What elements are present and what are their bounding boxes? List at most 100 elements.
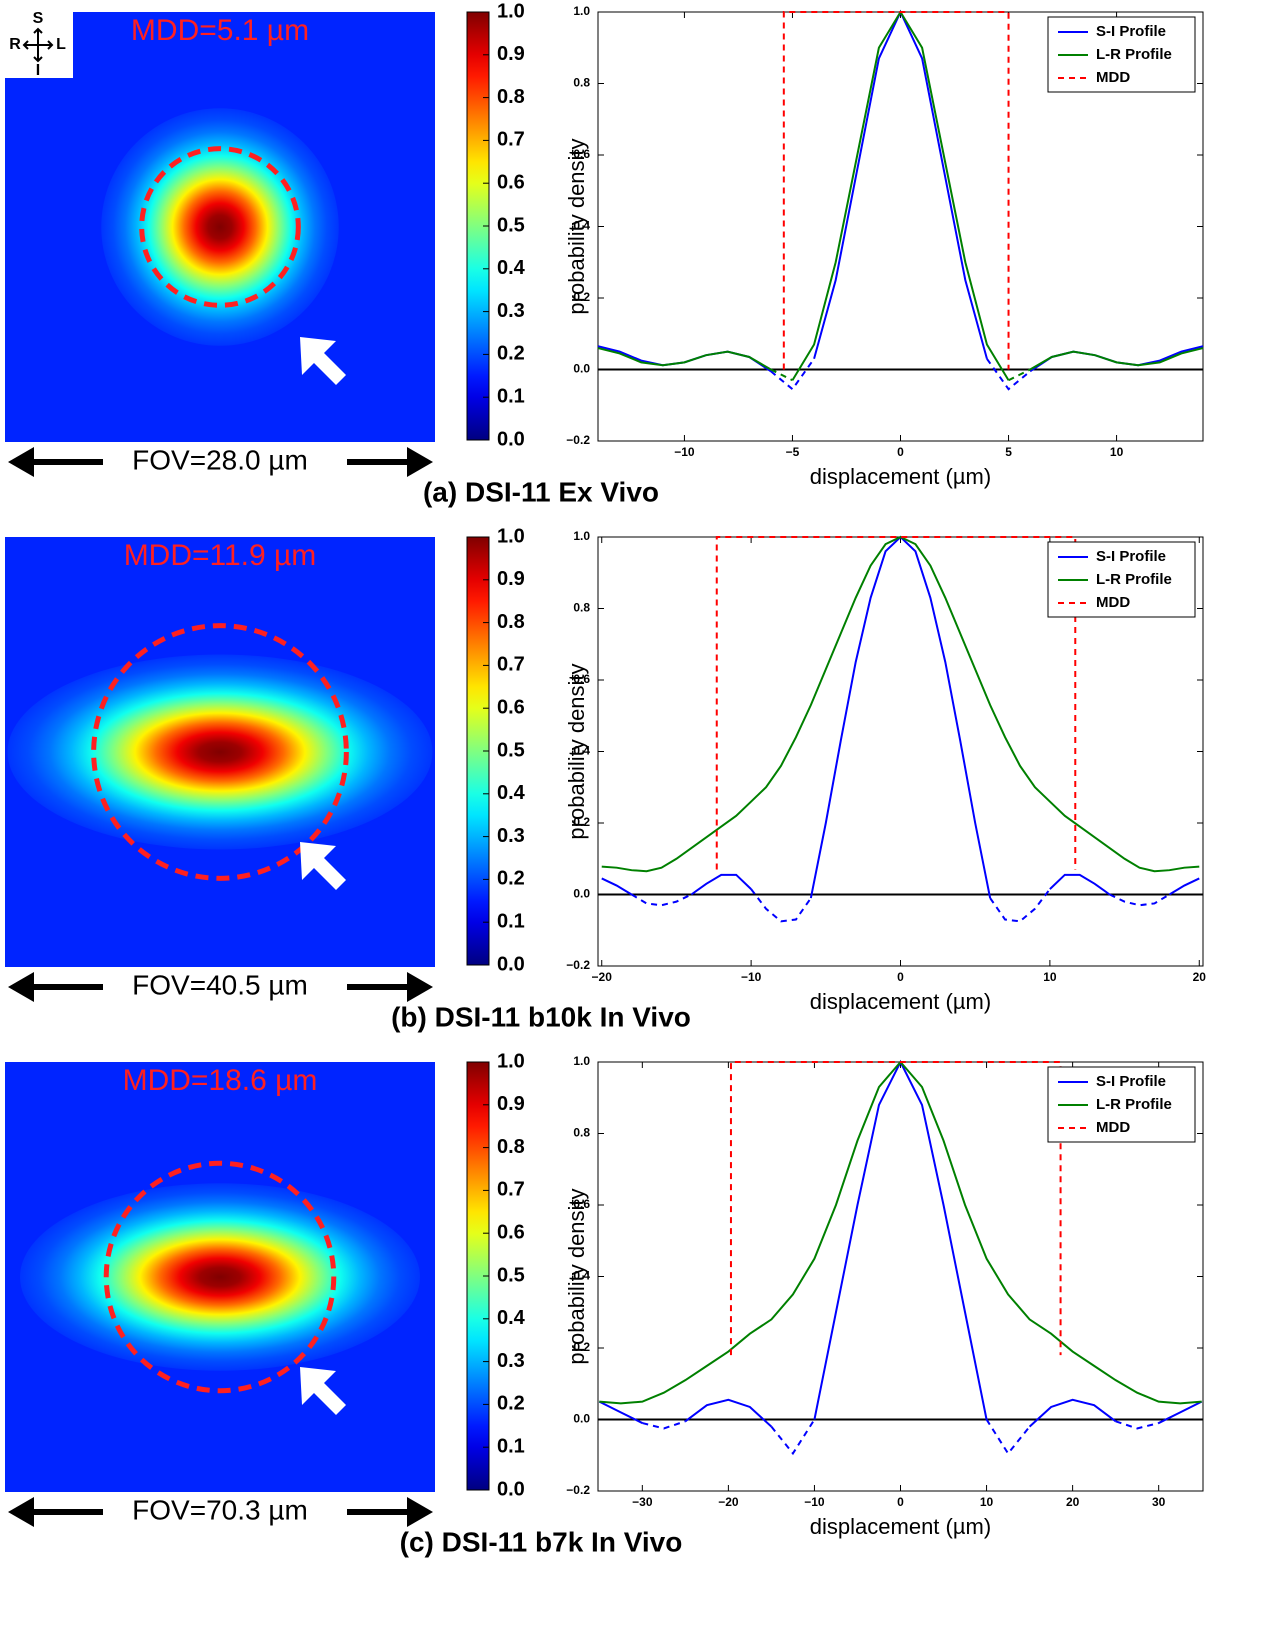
- heatmap-blob: [7, 654, 433, 850]
- colorbar-tick-label: 0.7: [497, 654, 525, 676]
- colorbar-tick-label: 0.8: [497, 1136, 525, 1158]
- mdd-circle: [91, 623, 349, 881]
- y-tick-label: 1.0: [573, 1054, 590, 1068]
- series-line: [986, 358, 1031, 391]
- colorbar-tick-label: 0.3: [497, 825, 525, 847]
- colorbar-tick-label: 0.2: [497, 1393, 525, 1415]
- orientation-label: S: [33, 10, 44, 27]
- orientation-label: R: [9, 36, 21, 53]
- series-line: [690, 873, 752, 896]
- series-line: [1115, 1420, 1159, 1430]
- y-tick-label: 0.6: [573, 147, 590, 161]
- x-axis-label: displacement (µm): [810, 989, 991, 1014]
- y-tick-label: 0.0: [573, 362, 590, 376]
- x-tick-label: 0: [897, 445, 904, 459]
- y-tick-label: 0.2: [573, 290, 590, 304]
- fov-arrow-head: [407, 447, 433, 477]
- colorbar-tick-label: 0.1: [497, 910, 525, 932]
- series-line: [729, 1061, 1062, 1356]
- legend-label: S-I Profile: [1096, 548, 1166, 565]
- x-tick-label: 10: [980, 1495, 994, 1509]
- colorbar-tick-label: 0.6: [497, 171, 525, 193]
- x-tick-label: −5: [786, 445, 800, 459]
- colorbar-tick-label: 0.1: [497, 385, 525, 407]
- y-tick-label: 0.0: [573, 1412, 590, 1426]
- x-tick-label: 0: [897, 1495, 904, 1509]
- y-tick-label: 1.0: [573, 4, 590, 18]
- legend-label: MDD: [1096, 594, 1130, 611]
- colorbar-tick-label: 0.0: [497, 953, 525, 975]
- pointer-arrow: [300, 842, 346, 890]
- y-tick-label: −0.2: [566, 1483, 590, 1497]
- legend-label: L-R Profile: [1096, 46, 1172, 63]
- series-line: [1029, 347, 1204, 371]
- orientation-label: L: [56, 36, 66, 53]
- legend-label: S-I Profile: [1096, 23, 1166, 40]
- colorbar-tick-label: 1.0: [497, 525, 525, 547]
- series-line: [770, 1418, 816, 1456]
- series-line: [1049, 873, 1111, 896]
- colorbar-tick-label: 0.6: [497, 696, 525, 718]
- mdd-circle: [139, 146, 301, 308]
- series-line: [601, 877, 633, 896]
- series-line: [715, 536, 1077, 870]
- x-tick-label: 20: [1193, 970, 1207, 984]
- fov-label: FOV=40.5 µm: [132, 969, 308, 1000]
- series-line: [782, 11, 1010, 370]
- y-axis-label: probability density: [564, 138, 589, 314]
- x-tick-label: 10: [1110, 445, 1124, 459]
- y-tick-label: 0.8: [573, 76, 590, 90]
- x-tick-label: −30: [632, 1495, 653, 1509]
- panel-caption: (c) DSI-11 b7k In Vivo: [400, 1526, 683, 1557]
- mdd-label: MDD=11.9 µm: [124, 539, 317, 572]
- fov-arrow-head: [8, 1497, 34, 1527]
- colorbar-tick-label: 0.9: [497, 1093, 525, 1115]
- colorbar-tick-label: 0.9: [497, 43, 525, 65]
- series-line: [1158, 1400, 1203, 1424]
- y-tick-label: −0.2: [566, 433, 590, 447]
- colorbar-tick-label: 0.7: [497, 1179, 525, 1201]
- pointer-arrow: [300, 1367, 346, 1415]
- colorbar-tick-label: 0.9: [497, 568, 525, 590]
- colorbar-tick-label: 0.3: [497, 1350, 525, 1372]
- orientation-cross: [22, 27, 54, 63]
- y-tick-label: 0.8: [573, 601, 590, 615]
- series-line: [601, 535, 1200, 873]
- y-tick-label: 1.0: [573, 529, 590, 543]
- heatmap-blob: [101, 108, 339, 346]
- series-line: [770, 368, 793, 382]
- y-tick-label: −0.2: [566, 958, 590, 972]
- fov-arrow-head: [407, 972, 433, 1002]
- fov-arrow-head: [407, 1497, 433, 1527]
- panel-caption: (b) DSI-11 b10k In Vivo: [391, 1001, 691, 1032]
- colorbar-tick-label: 0.5: [497, 1264, 525, 1286]
- series-line: [642, 1420, 686, 1430]
- legend-label: L-R Profile: [1096, 1096, 1172, 1113]
- series-line: [989, 888, 1051, 923]
- colorbar-tick-label: 0.4: [497, 782, 526, 804]
- series-line: [1168, 877, 1200, 896]
- series-line: [1109, 893, 1170, 907]
- pointer-arrow: [300, 337, 346, 385]
- fov-label: FOV=70.3 µm: [132, 1494, 308, 1525]
- y-axis-label: probability density: [564, 1188, 589, 1364]
- colorbar-tick-label: 0.8: [497, 86, 525, 108]
- series-line: [985, 1418, 1031, 1456]
- colorbar-tick-label: 0.6: [497, 1221, 525, 1243]
- legend-label: L-R Profile: [1096, 571, 1172, 588]
- y-tick-label: 0.2: [573, 815, 590, 829]
- y-tick-label: 0.4: [573, 219, 590, 233]
- series-line: [1008, 368, 1031, 382]
- y-tick-label: 0.6: [573, 1197, 590, 1211]
- x-tick-label: −20: [592, 970, 613, 984]
- mdd-label: MDD=18.6 µm: [123, 1064, 318, 1097]
- x-tick-label: 20: [1066, 1495, 1080, 1509]
- fov-label: FOV=28.0 µm: [132, 444, 308, 475]
- series-line: [684, 1398, 773, 1428]
- legend-label: MDD: [1096, 69, 1130, 86]
- colorbar-tick-label: 0.0: [497, 428, 525, 450]
- series-line: [597, 347, 772, 371]
- x-tick-label: −20: [718, 1495, 739, 1509]
